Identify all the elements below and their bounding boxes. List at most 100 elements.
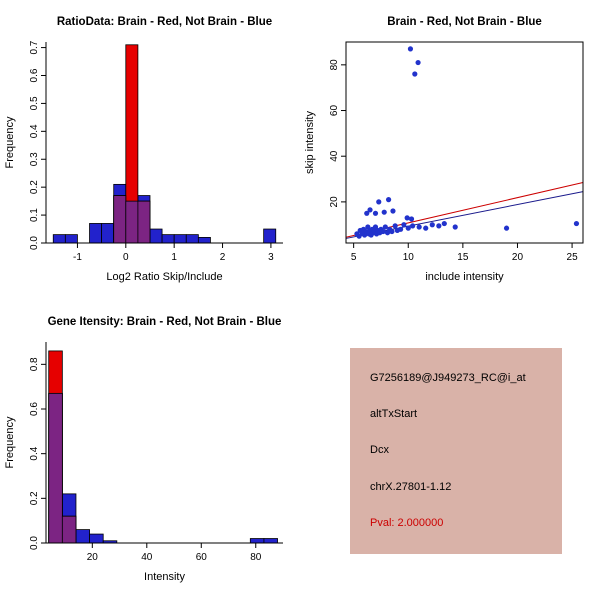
data-point bbox=[372, 210, 379, 216]
data-point bbox=[452, 224, 458, 230]
x-tick-label: 15 bbox=[457, 252, 469, 263]
y-tick-label: 0.3 bbox=[29, 152, 40, 166]
y-tick-label: 0.0 bbox=[29, 536, 40, 550]
data-point bbox=[573, 220, 580, 227]
x-tick-label: 5 bbox=[351, 252, 357, 263]
gene-symbol-text: Dcx bbox=[370, 444, 389, 457]
y-tick-label: 0.7 bbox=[29, 40, 40, 54]
ratio-histogram-chart: RatioData: Brain - Red, Not Brain - Blue… bbox=[4, 16, 283, 283]
data-point bbox=[415, 59, 421, 66]
data-point bbox=[503, 225, 510, 231]
x-tick-label: 60 bbox=[196, 552, 208, 563]
y-tick-label: 80 bbox=[329, 59, 340, 71]
data-point bbox=[380, 228, 386, 235]
data-point bbox=[423, 225, 429, 231]
x-tick-label: 0 bbox=[123, 252, 129, 263]
hist-bar bbox=[173, 234, 187, 244]
data-point bbox=[398, 226, 404, 232]
data-point bbox=[367, 207, 373, 213]
x-tick-label: 40 bbox=[141, 552, 153, 563]
hist-bar bbox=[263, 228, 277, 244]
data-point bbox=[410, 223, 416, 229]
hist-bar bbox=[263, 538, 278, 544]
y-tick-label: 0.8 bbox=[29, 357, 40, 371]
data-point bbox=[392, 223, 398, 229]
data-point bbox=[404, 215, 410, 221]
y-tick-label: 60 bbox=[329, 105, 340, 117]
hist-bar bbox=[64, 234, 78, 244]
intensity-scatter-cell: Brain - Red, Not Brain - Blue 5 10 15 20 25 20… bbox=[300, 0, 600, 300]
probe-id-text: G7256189@J949273_RC@i_at bbox=[370, 372, 526, 385]
hist-bar bbox=[89, 223, 103, 244]
y-tick-label: 0.5 bbox=[29, 96, 40, 110]
data-point bbox=[441, 220, 447, 227]
hist-bar bbox=[137, 200, 151, 244]
chart-title: RatioData: Brain - Red, Not Brain - Blue bbox=[57, 16, 272, 28]
data-point bbox=[381, 209, 387, 215]
x-tick-label: 25 bbox=[567, 252, 579, 263]
x-axis-title: include intensity bbox=[425, 271, 504, 283]
x-tick-label: 20 bbox=[87, 552, 99, 563]
y-tick-label: 0.6 bbox=[29, 68, 40, 82]
x-tick-label: 80 bbox=[250, 552, 262, 563]
y-tick-label: 0.4 bbox=[29, 446, 40, 460]
data-point bbox=[382, 224, 388, 230]
chart-title: Gene Itensity: Brain - Red, Not Brain - … bbox=[48, 316, 282, 328]
y-tick-label: 0.0 bbox=[29, 236, 40, 250]
hist-bar bbox=[113, 195, 127, 244]
hist-bar bbox=[149, 228, 163, 244]
hist-bar bbox=[75, 529, 90, 544]
gene-intensity-histogram-cell: Gene Itensity: Brain - Red, Not Brain - … bbox=[0, 300, 300, 600]
hist-bar bbox=[101, 223, 115, 244]
x-axis-title: Log2 Ratio Skip/Include bbox=[106, 271, 222, 283]
x-axis-title: Intensity bbox=[144, 571, 185, 583]
y-axis-title: Frequency bbox=[4, 416, 16, 468]
data-point bbox=[412, 71, 418, 77]
x-tick-label: 1 bbox=[171, 252, 177, 263]
y-tick-label: 0.1 bbox=[29, 208, 40, 222]
data-point bbox=[405, 225, 411, 231]
ratio-histogram-cell: RatioData: Brain - Red, Not Brain - Blue… bbox=[0, 0, 300, 300]
hist-bar bbox=[61, 515, 77, 544]
x-tick-label: 20 bbox=[512, 252, 524, 263]
hist-bar bbox=[249, 538, 265, 544]
data-point bbox=[407, 46, 414, 52]
y-tick-label: 0.4 bbox=[29, 124, 40, 138]
data-point bbox=[389, 228, 395, 235]
data-point bbox=[408, 216, 415, 222]
data-point bbox=[376, 199, 382, 205]
hist-bar bbox=[125, 200, 139, 244]
chart-title: Brain - Red, Not Brain - Blue bbox=[387, 16, 542, 28]
splice-event-type-text: altTxStart bbox=[370, 408, 418, 421]
pval-text: Pval: 2.000000 bbox=[370, 516, 444, 529]
gene-info-panel: G7256189@J949273_RC@i_at altTxStart Dcx … bbox=[350, 348, 562, 554]
data-point bbox=[416, 224, 422, 230]
hist-bar bbox=[197, 237, 211, 244]
hist-bar bbox=[89, 533, 104, 544]
data-point bbox=[429, 222, 435, 228]
hist-bar bbox=[161, 234, 175, 244]
hist-bar bbox=[185, 234, 199, 244]
info-cell: G7256189@J949273_RC@i_at altTxStart Dcx … bbox=[300, 300, 600, 600]
x-tick-label: 2 bbox=[220, 252, 226, 263]
hist-bar bbox=[48, 392, 63, 544]
genomic-location-text: chrX.27801-1.12 bbox=[370, 480, 452, 493]
plot-box bbox=[345, 41, 584, 244]
y-tick-label: 20 bbox=[329, 196, 340, 208]
data-point bbox=[385, 197, 392, 203]
y-tick-label: 40 bbox=[329, 150, 340, 162]
intensity-scatter-chart: Brain - Red, Not Brain - Blue 5 10 15 20 25 20… bbox=[304, 16, 584, 283]
y-tick-label: 0.2 bbox=[29, 491, 40, 505]
data-point bbox=[401, 222, 407, 228]
y-tick-label: 0.2 bbox=[29, 180, 40, 194]
x-tick-label: 10 bbox=[403, 252, 415, 263]
x-tick-label: -1 bbox=[73, 252, 82, 263]
data-point bbox=[364, 210, 370, 216]
hist-bar bbox=[52, 234, 66, 244]
y-axis-title: Frequency bbox=[4, 116, 16, 168]
x-tick-label: 3 bbox=[268, 252, 274, 263]
y-tick-label: 0.6 bbox=[29, 402, 40, 416]
data-point bbox=[390, 208, 396, 214]
data-point bbox=[436, 223, 442, 229]
